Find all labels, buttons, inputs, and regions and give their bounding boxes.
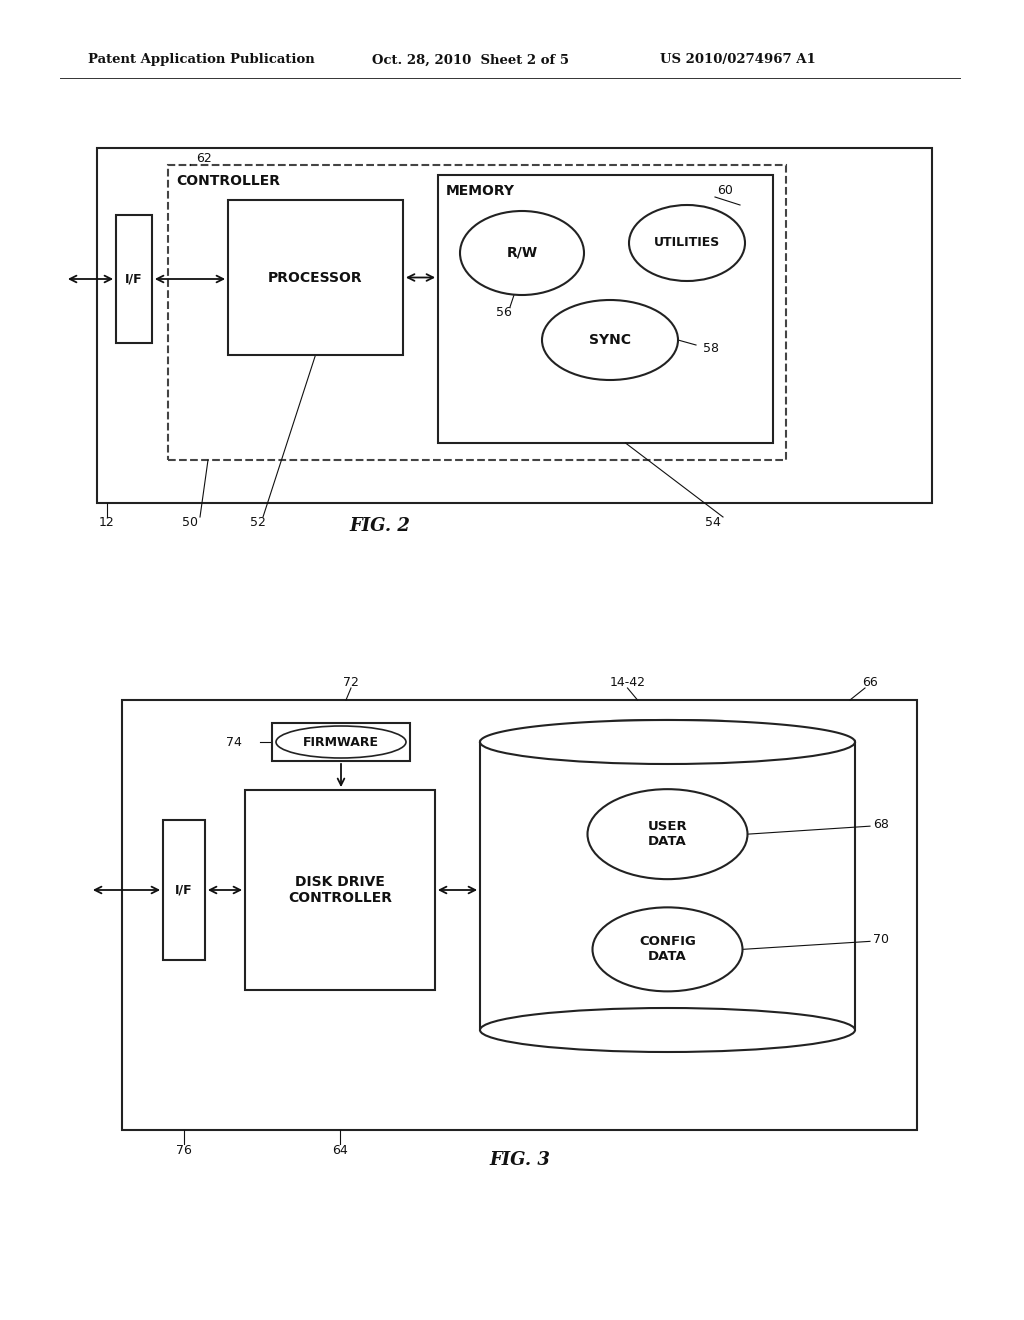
Ellipse shape (542, 300, 678, 380)
Bar (97, 148, 932, 503)
Bar (245, 789, 435, 990)
Text: USER
DATA: USER DATA (647, 820, 687, 849)
Text: 14-42: 14-42 (609, 676, 645, 689)
Bar (122, 700, 918, 1130)
Text: 56: 56 (496, 306, 512, 319)
Text: 74: 74 (226, 735, 242, 748)
Text: 54: 54 (706, 516, 721, 529)
Text: 72: 72 (343, 676, 359, 689)
Bar (163, 820, 205, 960)
Text: 12: 12 (99, 516, 115, 529)
Text: I/F: I/F (125, 272, 142, 285)
Text: 52: 52 (250, 516, 266, 529)
Ellipse shape (480, 1008, 855, 1052)
Text: MEMORY: MEMORY (446, 183, 515, 198)
Text: 58: 58 (703, 342, 719, 355)
Text: PROCESSOR: PROCESSOR (268, 271, 362, 285)
Text: Oct. 28, 2010  Sheet 2 of 5: Oct. 28, 2010 Sheet 2 of 5 (372, 54, 569, 66)
Text: DISK DRIVE
CONTROLLER: DISK DRIVE CONTROLLER (288, 875, 392, 906)
Text: FIG. 2: FIG. 2 (349, 517, 411, 535)
Ellipse shape (460, 211, 584, 294)
Text: 76: 76 (176, 1143, 191, 1156)
Ellipse shape (276, 726, 406, 758)
Text: FIRMWARE: FIRMWARE (303, 735, 379, 748)
Text: 50: 50 (182, 516, 198, 529)
Text: 70: 70 (873, 933, 889, 946)
Bar (168, 165, 786, 459)
Text: CONTROLLER: CONTROLLER (176, 174, 280, 187)
Text: SYNC: SYNC (589, 333, 631, 347)
Text: 64: 64 (332, 1143, 348, 1156)
Ellipse shape (593, 907, 742, 991)
Text: Patent Application Publication: Patent Application Publication (88, 54, 314, 66)
Text: I/F: I/F (175, 883, 193, 896)
Text: 62: 62 (196, 152, 212, 165)
Bar (438, 176, 773, 444)
Text: FIG. 3: FIG. 3 (489, 1151, 550, 1170)
Ellipse shape (629, 205, 745, 281)
Ellipse shape (480, 719, 855, 764)
Text: 60: 60 (717, 183, 733, 197)
Text: US 2010/0274967 A1: US 2010/0274967 A1 (660, 54, 816, 66)
Text: UTILITIES: UTILITIES (654, 236, 720, 249)
Ellipse shape (588, 789, 748, 879)
Bar (116, 215, 152, 343)
Bar (228, 201, 403, 355)
Text: CONFIG
DATA: CONFIG DATA (639, 936, 696, 964)
Text: R/W: R/W (507, 246, 538, 260)
Text: 66: 66 (862, 676, 878, 689)
Bar (272, 723, 410, 762)
Bar (480, 719, 855, 742)
Text: 68: 68 (873, 817, 889, 830)
